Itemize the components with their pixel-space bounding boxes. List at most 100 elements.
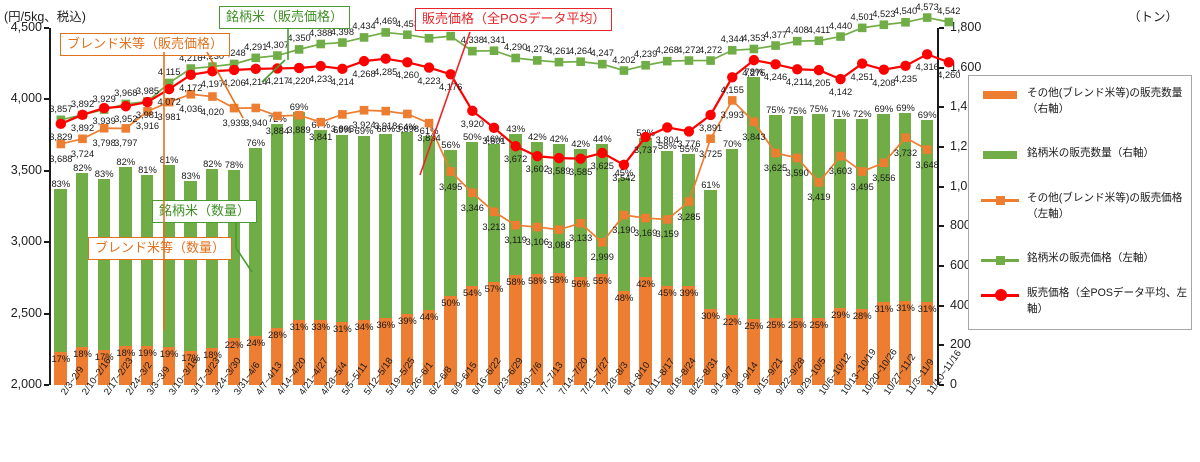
callout-brand-price: 銘柄米（販売価格） [219, 6, 351, 30]
data-point-marker [489, 207, 499, 217]
data-point-label: 3,993 [720, 110, 744, 121]
bar-segment-brand-volume [552, 144, 565, 273]
table-row: 58% 43% [505, 28, 527, 385]
table-row: 56% 42% [570, 28, 592, 385]
bar-segment-blend-volume [379, 317, 392, 385]
bar-label-brand-pct: 81% [138, 164, 157, 176]
data-point-label: 4,036 [179, 104, 203, 115]
data-point-marker [77, 109, 88, 121]
bar-segment-blend-volume [704, 308, 717, 385]
bar-segment-blend-volume [162, 347, 176, 385]
chart-legend: その他(ブレンド米等)の販売数量（右軸） 銘柄米の販売数量（右軸） その他(ブレンド… [968, 75, 1192, 330]
bar-label-blend-pct: 57% [484, 282, 504, 294]
data-point-marker [468, 46, 477, 56]
table-row: 24% 76% [245, 28, 267, 385]
data-point-label: 3,843 [742, 131, 766, 142]
callout-blend-price: ブレンド米等（販売価格） [60, 33, 231, 57]
bar-segment-brand-volume [444, 150, 457, 296]
right-axis-tick-label: 800 [950, 218, 971, 233]
data-point-marker [792, 36, 802, 46]
bar-segment-brand-volume [617, 178, 630, 291]
bar-label-brand-pct: 75% [787, 105, 807, 117]
data-point-label: 4,272 [698, 44, 723, 55]
data-point-label: 4,316 [915, 62, 939, 73]
bar-label-brand-pct: 83% [94, 168, 114, 180]
bar-segment-brand-volume [704, 190, 717, 309]
data-point-label: 3,590 [785, 167, 809, 178]
bar-label-blend-pct: 48% [614, 291, 634, 303]
right-axis-tick-mark [939, 27, 944, 29]
data-point-marker [857, 167, 867, 176]
data-point-marker [78, 134, 87, 144]
table-row: 25% 75% [808, 28, 830, 385]
data-point-label: 4,216 [179, 52, 203, 63]
bar-segment-blend-volume [682, 285, 695, 385]
data-point-label: 3,732 [893, 147, 918, 158]
bar-label-blend-pct: 36% [376, 318, 396, 330]
data-point-marker [662, 215, 672, 224]
data-point-marker [99, 123, 109, 133]
data-point-label: 4,275 [742, 68, 766, 79]
right-axis-line [937, 28, 939, 385]
bar-segment-brand-volume [335, 135, 349, 322]
data-point-marker [814, 36, 824, 46]
data-point-label: 3,088 [547, 239, 571, 250]
data-point-label: 4,285 [374, 66, 398, 77]
bar-label-brand-pct: 66% [376, 123, 396, 135]
table-row: 39% 64% [397, 28, 419, 385]
bar-label-blend-pct: 25% [809, 318, 829, 330]
bar-segment-blend-volume [249, 336, 262, 385]
data-point-marker [273, 51, 282, 60]
bar-segment-brand-volume [509, 133, 522, 275]
bar-segment-blend-volume [487, 281, 500, 385]
data-point-marker [164, 78, 174, 88]
bar-segment-blend-volume [292, 319, 306, 385]
data-point-label: 4,501 [850, 11, 874, 22]
data-point-marker [856, 58, 868, 69]
data-point-label: 3,892 [70, 122, 95, 133]
data-point-marker [749, 44, 759, 54]
data-point-marker [532, 151, 543, 162]
data-point-label: 3,892 [70, 98, 95, 109]
data-point-label: 4,220 [287, 75, 311, 86]
data-point-marker [164, 97, 174, 107]
bar-segment-brand-volume [834, 119, 847, 308]
data-point-marker [185, 69, 196, 81]
table-row: 31% 69% [332, 28, 354, 385]
bar-segment-brand-volume [812, 114, 825, 318]
data-point-marker [597, 59, 607, 69]
data-point-marker [403, 109, 412, 119]
bar-label-brand-pct: 58% [657, 139, 677, 151]
data-point-marker [727, 72, 738, 83]
bar-segment-blend-volume [617, 290, 630, 385]
bar-segment-brand-volume [920, 120, 934, 302]
right-axis-tick-label: 1,600 [950, 59, 982, 74]
data-point-label: 4,072 [157, 97, 181, 108]
bar-segment-brand-volume [682, 153, 695, 286]
data-point-label: 3,939 [92, 116, 116, 127]
data-point-label: 3,981 [157, 112, 181, 123]
data-point-marker [163, 83, 175, 95]
data-point-label: 4,573 [915, 1, 939, 12]
bar-segment-blend-volume [357, 319, 370, 385]
data-point-label: 4,115 [157, 66, 181, 77]
bar-segment-brand-volume [270, 123, 284, 329]
data-point-label: 3,725 [698, 148, 723, 159]
data-point-label: 4,247 [590, 48, 614, 59]
bar-label-blend-pct: 17% [94, 351, 114, 363]
bar-segment-blend-volume [877, 301, 890, 385]
bar-segment-brand-volume [422, 136, 435, 310]
data-point-label: 3,804 [655, 135, 679, 146]
bar-segment-blend-volume [314, 319, 327, 385]
bar-label-brand-pct: 78% [744, 65, 764, 77]
data-point-label: 3,895 [330, 124, 354, 135]
bar-segment-blend-volume [422, 309, 435, 385]
data-point-marker [424, 33, 434, 43]
data-point-label: 4,246 [763, 72, 788, 83]
data-point-label: 4,411 [807, 24, 831, 35]
bar-label-blend-pct: 39% [397, 314, 417, 326]
bar-label-brand-pct: 82% [116, 156, 136, 168]
table-row: 58% 42% [548, 28, 570, 385]
data-point-label: 4,208 [872, 77, 896, 88]
table-row: 28% 72% [851, 28, 873, 385]
